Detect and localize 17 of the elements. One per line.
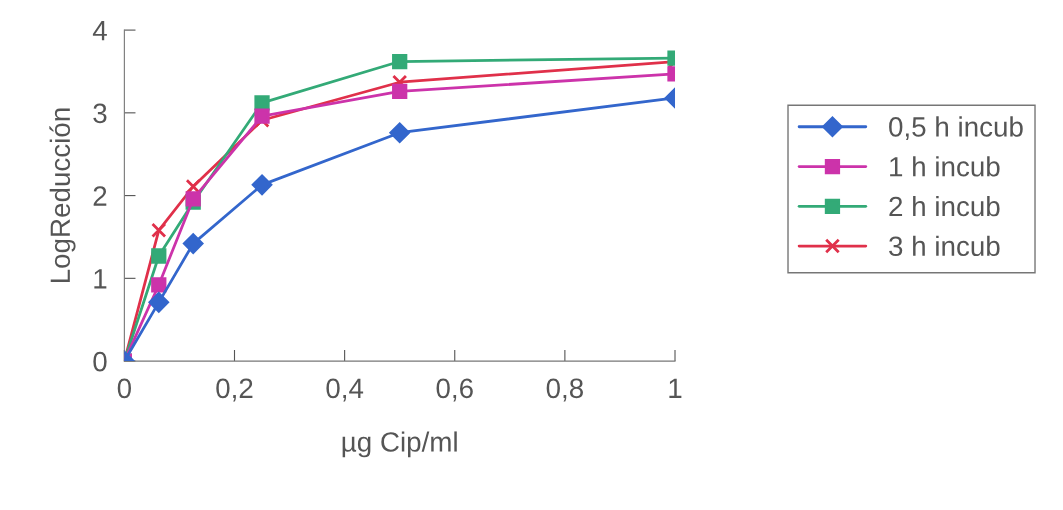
x-tick-label: 0,4 [326, 378, 364, 402]
x-tick-label: 1 [669, 378, 682, 398]
legend-label: 0,5 h incub [889, 116, 1023, 141]
y-tick-label: 1 [94, 269, 107, 289]
y-tick-label: 3 [93, 103, 107, 124]
legend-label: 1 h incub [890, 156, 1000, 177]
legend-label: 3 h incub [889, 235, 1000, 257]
x-tick-label: 0,8 [546, 378, 583, 402]
y-tick-label: 4 [92, 21, 107, 41]
x-tick-label: 0 [117, 378, 132, 399]
y-axis-title: LogReducción [49, 108, 76, 283]
x-tick-label: 0,2 [216, 378, 253, 402]
x-tick-label: 0,6 [436, 378, 473, 402]
legend-label: 2 h incub [889, 195, 1000, 217]
y-tick-label: 0 [93, 351, 107, 372]
x-axis-title: µg Cip/ml [342, 431, 457, 458]
y-tick-label: 2 [93, 186, 107, 206]
